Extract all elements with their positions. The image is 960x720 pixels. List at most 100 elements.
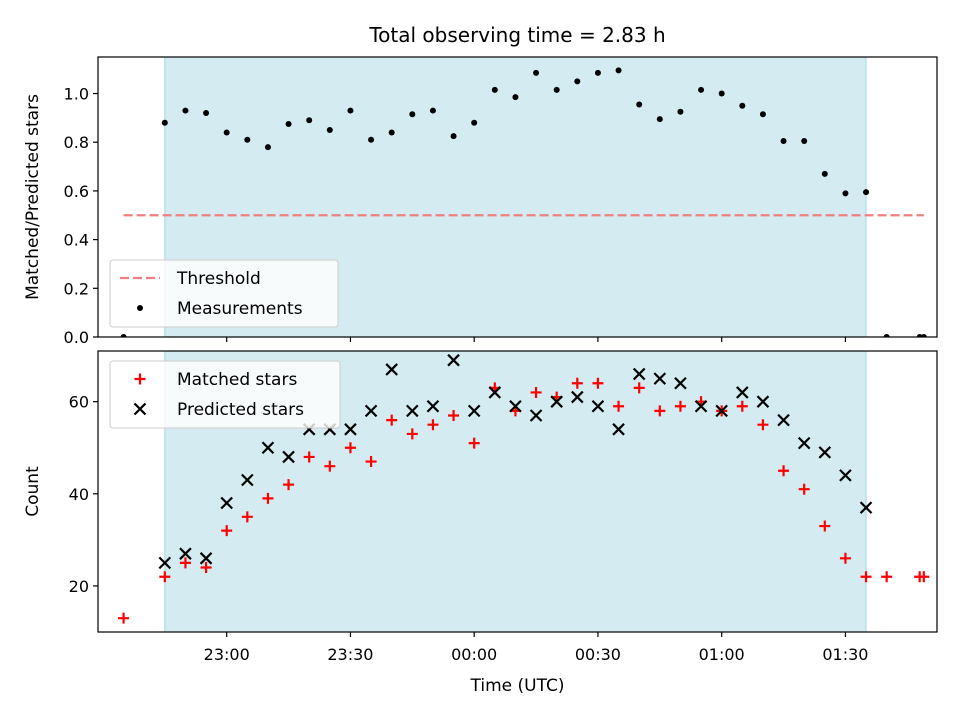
data-point — [613, 400, 625, 412]
data-point — [199, 552, 213, 565]
data-point — [285, 120, 292, 127]
data-point — [615, 67, 622, 74]
data-point — [347, 107, 354, 114]
data-point — [674, 376, 687, 390]
data-point — [756, 395, 770, 408]
data-point — [512, 94, 519, 101]
data-point — [264, 144, 271, 151]
data-point — [718, 90, 725, 97]
data-point — [819, 520, 831, 532]
data-point — [491, 86, 498, 93]
data-point — [488, 386, 502, 399]
data-point — [221, 525, 233, 537]
data-point — [860, 571, 872, 583]
data-point — [406, 428, 418, 440]
data-point — [863, 189, 870, 196]
data-point — [426, 400, 440, 413]
data-point — [574, 78, 581, 85]
data-point — [821, 170, 828, 177]
data-point — [533, 69, 540, 76]
data-point — [633, 382, 645, 394]
data-point — [303, 451, 315, 463]
data-point — [365, 456, 377, 468]
data-point — [612, 423, 625, 436]
data-point — [842, 190, 849, 197]
y-tick-label: 40 — [69, 485, 89, 504]
legend-predicted-swatch — [133, 402, 147, 416]
data-point — [306, 117, 313, 124]
data-point — [780, 138, 787, 144]
data-point — [368, 136, 375, 143]
data-point — [818, 446, 832, 459]
data-point — [918, 571, 930, 583]
legend: Threshold Measurements — [109, 259, 339, 328]
legend-box — [109, 259, 339, 328]
data-point — [632, 367, 646, 381]
plot-area — [120, 67, 927, 337]
legend-label: Matched stars — [177, 370, 297, 390]
data-point — [182, 107, 189, 114]
data-point — [694, 400, 708, 413]
y-tick-label: 60 — [69, 393, 89, 412]
data-point — [344, 442, 356, 454]
bottom-panel: 20 40 60 23:00 23:30 00:00 00:30 01:00 01:30 Coun… — [23, 350, 938, 696]
data-point — [677, 108, 684, 115]
data-point — [715, 404, 728, 418]
data-point — [920, 334, 927, 337]
data-point — [674, 400, 686, 412]
data-point — [261, 441, 275, 455]
series-measurements — [120, 67, 927, 337]
legend: Matched stars Predicted stars — [109, 360, 341, 429]
data-point — [388, 129, 395, 136]
y-tick-label: 0.6 — [64, 182, 89, 201]
data-point — [757, 419, 769, 431]
data-point — [881, 571, 893, 583]
data-point — [636, 101, 643, 108]
axes-frame — [97, 350, 938, 633]
data-point — [324, 460, 336, 472]
data-point — [159, 571, 171, 583]
data-point — [736, 400, 748, 412]
data-point — [801, 138, 808, 144]
y-tick-label: 0.2 — [64, 279, 89, 298]
data-point — [344, 423, 357, 436]
data-point — [839, 552, 851, 564]
x-axis-label: Time (UTC) — [470, 676, 565, 696]
data-point — [654, 405, 666, 417]
y-tick-label: 1.0 — [64, 85, 89, 104]
data-point — [594, 69, 601, 76]
data-point — [529, 409, 543, 422]
data-point — [592, 377, 604, 389]
x-tick-label: 00:30 — [575, 645, 621, 664]
data-point — [798, 483, 810, 495]
series-matched-stars — [118, 377, 930, 624]
data-point — [244, 136, 251, 143]
data-point — [736, 386, 749, 399]
data-point — [406, 404, 419, 418]
data-point — [427, 419, 439, 431]
data-point — [179, 547, 192, 560]
data-point — [471, 119, 478, 126]
y-tick-label: 20 — [69, 577, 89, 596]
data-point — [386, 414, 398, 426]
x-tick-label: 00:00 — [451, 645, 497, 664]
x-tick-label: 23:30 — [327, 645, 373, 664]
y-axis-label: Matched/Predicted stars — [23, 94, 43, 300]
data-point — [777, 413, 790, 427]
data-point — [241, 511, 253, 523]
data-point — [759, 111, 766, 118]
data-point — [282, 450, 295, 464]
data-point — [241, 473, 254, 487]
data-point — [450, 133, 457, 140]
data-point — [409, 111, 416, 118]
legend-label: Predicted stars — [177, 400, 304, 420]
data-point — [385, 363, 398, 376]
data-point — [739, 102, 746, 109]
x-tick-label: 01:30 — [822, 645, 868, 664]
data-point — [326, 127, 333, 134]
y-axis-label: Count — [23, 466, 43, 517]
data-point — [859, 501, 873, 514]
data-point — [467, 404, 481, 418]
data-point — [509, 400, 522, 413]
